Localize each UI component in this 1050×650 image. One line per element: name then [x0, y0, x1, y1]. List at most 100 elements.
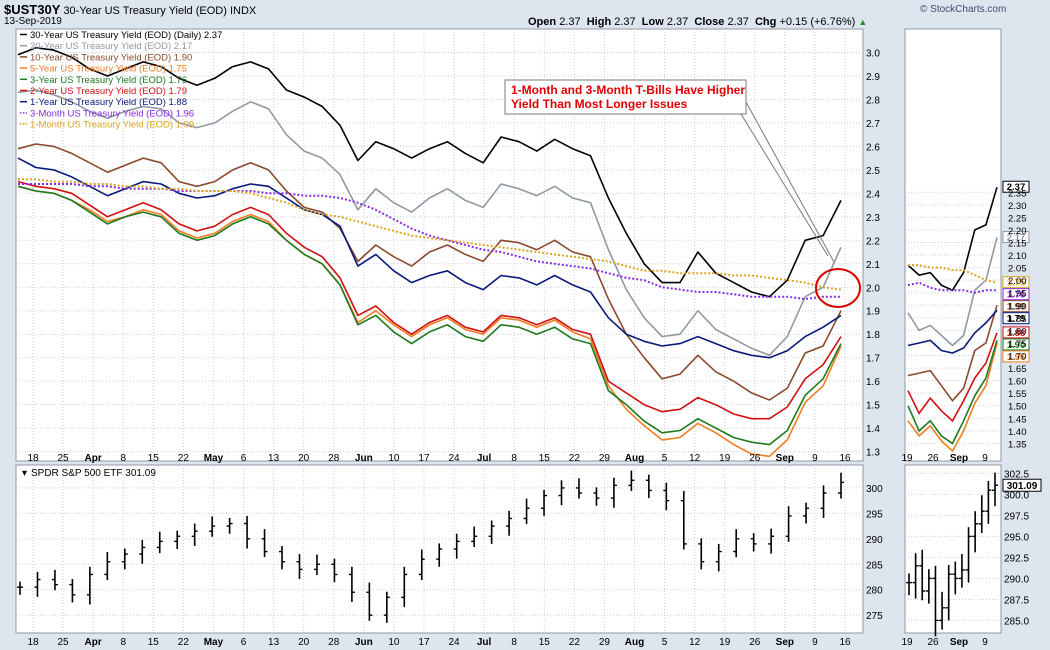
value-label-box: [1002, 276, 1030, 289]
x-tick-spy-inset: 26: [927, 637, 939, 648]
x-tick-spy: Sep: [776, 637, 794, 648]
value-label: 1.96: [1007, 352, 1026, 363]
x-tick-spy: 29: [599, 637, 611, 648]
y-tick-spy-inset: 300.0: [1004, 490, 1029, 501]
x-tick-yield: Sep: [776, 453, 794, 464]
series-line-inset: [907, 342, 998, 453]
x-tick-spy: Jul: [477, 637, 492, 648]
highlight-ellipse: [815, 268, 861, 308]
series-name: 30-Year US Treasury Yield (EOD): [63, 5, 227, 17]
x-tick-yield: 24: [448, 453, 460, 464]
series-line-inset: [907, 281, 997, 294]
close-value: 2.37: [727, 16, 749, 28]
value-label: 1.88: [1007, 328, 1026, 339]
chart-title-line: $UST30Y 30-Year US Treasury Yield (EOD) …: [4, 2, 256, 17]
y-tick-yield: 2.0: [866, 283, 880, 294]
series-line-inset: [908, 264, 998, 284]
x-tick-yield: 10: [388, 453, 400, 464]
x-tick-yield: 22: [178, 453, 190, 464]
legend-entry: 20-Year US Treasury Yield (EOD) 2.17: [30, 41, 192, 52]
y-tick-yield: 1.5: [866, 401, 880, 412]
y-tick-yield-inset: 1.75: [1008, 339, 1027, 350]
legend-entry: 2-Year US Treasury Yield (EOD) 1.79: [30, 86, 187, 97]
y-tick-yield-inset: 1.70: [1008, 352, 1027, 363]
y-tick-spy: 275: [866, 611, 883, 622]
value-label-box: [1002, 288, 1030, 301]
high-label: High: [586, 16, 612, 28]
y-tick-spy-inset: 292.5: [1004, 553, 1029, 564]
y-tick-yield-inset: 2.15: [1008, 238, 1027, 249]
close-label: Close: [694, 16, 725, 28]
y-tick-spy-inset: 295.0: [1004, 532, 1029, 543]
series-line: [17, 143, 842, 401]
y-tick-yield-inset: 1.60: [1008, 377, 1027, 388]
x-tick-spy-inset: 19: [901, 637, 913, 648]
y-tick-yield: 2.1: [866, 260, 880, 271]
x-tick-spy: 9: [812, 637, 818, 648]
value-label-box: [1002, 338, 1030, 351]
x-tick-spy: 12: [689, 637, 701, 648]
y-tick-yield: 1.6: [866, 377, 880, 388]
y-tick-spy-inset: 285.0: [1004, 616, 1029, 627]
x-tick-yield: 16: [839, 453, 851, 464]
y-tick-yield-inset: 2.35: [1008, 188, 1027, 199]
x-tick-spy: 17: [418, 637, 430, 648]
y-tick-spy-inset: 290.0: [1004, 574, 1029, 585]
series-line: [18, 178, 842, 291]
x-tick-spy: 22: [569, 637, 581, 648]
y-tick-yield-inset: 2.10: [1008, 251, 1027, 262]
x-tick-spy: 20: [298, 637, 310, 648]
panel-yi: [904, 28, 1002, 462]
value-label: 1.90: [1007, 340, 1026, 351]
x-tick-spy-inset: Sep: [950, 637, 968, 648]
x-tick-yield: Apr: [85, 453, 102, 464]
value-label: 2.37: [1007, 182, 1026, 193]
value-label: 1.99: [1007, 302, 1026, 313]
chg-up-icon: ▲: [858, 17, 868, 27]
annotation-callout: 1-Month and 3-Month T-Bills Have Higher …: [504, 79, 861, 308]
value-label-box: [1002, 230, 1030, 243]
x-tick-spy: 18: [27, 637, 39, 648]
y-tick-yield-inset: 2.00: [1008, 276, 1027, 287]
value-label-box: [1002, 180, 1030, 193]
x-tick-yield: 26: [749, 453, 761, 464]
legend-entry: 5-Year US Treasury Yield (EOD) 1.75: [30, 64, 187, 75]
y-tick-yield-inset: 2.05: [1008, 264, 1027, 275]
x-tick-yield: 19: [719, 453, 731, 464]
x-tick-yield: 20: [298, 453, 310, 464]
x-tick-spy: 26: [749, 637, 761, 648]
x-tick-spy: 10: [388, 637, 400, 648]
y-tick-yield: 2.9: [866, 72, 880, 83]
tick-labels: 1.3 1.4 1.5 1.6 1.7 1.8 1.9 2.0 2.1 2.2 2.3 2.4 2.5 2…: [22, 48, 1029, 648]
y-tick-yield-inset: 1.65: [1008, 364, 1027, 375]
open-value: 2.37: [559, 16, 581, 28]
x-tick-spy: 8: [120, 637, 126, 648]
x-tick-yield: 22: [569, 453, 581, 464]
y-tick-spy: 295: [866, 509, 883, 520]
y-tick-yield: 2.2: [866, 236, 880, 247]
yield-legend: 30-Year US Treasury Yield (EOD) (Daily) …: [20, 30, 222, 131]
x-tick-spy: May: [204, 637, 224, 648]
exchange: INDX: [229, 5, 257, 17]
y-tick-spy: 280: [866, 586, 883, 597]
y-tick-yield: 2.8: [866, 95, 880, 106]
legend-entry: 10-Year US Treasury Yield (EOD) 1.90: [30, 52, 192, 63]
y-tick-yield: 1.9: [866, 307, 880, 318]
annotation-line-2: Yield Than Most Longer Issues: [511, 97, 688, 111]
spy-icon: ▾: [22, 468, 27, 479]
x-tick-spy: 15: [148, 637, 160, 648]
panel-si: [904, 464, 1002, 634]
x-tick-yield: Jul: [477, 453, 492, 464]
value-label-box: [1002, 300, 1030, 313]
y-tick-yield-inset: 1.85: [1008, 314, 1027, 325]
y-tick-yield: 3.0: [866, 48, 880, 59]
y-tick-yield: 2.7: [866, 119, 880, 130]
value-label: 1.75: [1007, 278, 1026, 289]
y-tick-yield: 1.3: [866, 448, 880, 459]
x-tick-spy: Aug: [625, 637, 644, 648]
x-tick-yield-inset: 19: [901, 453, 913, 464]
spy-value-label: 301.09: [1007, 481, 1038, 492]
high-value: 2.37: [614, 16, 636, 28]
x-tick-spy: Jun: [355, 637, 373, 648]
x-tick-spy: 13: [268, 637, 280, 648]
